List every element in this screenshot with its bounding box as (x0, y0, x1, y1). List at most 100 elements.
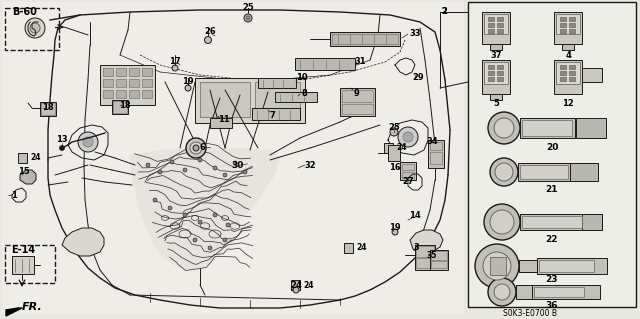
Bar (516, 285, 532, 299)
Circle shape (494, 118, 514, 138)
Text: 20: 20 (546, 144, 558, 152)
Circle shape (193, 238, 197, 242)
Text: 31: 31 (354, 57, 366, 66)
Circle shape (223, 238, 227, 242)
Circle shape (398, 127, 418, 147)
Text: 35: 35 (427, 250, 437, 259)
Bar (142, 90, 152, 98)
Bar (415, 245, 435, 270)
Text: 24: 24 (356, 243, 367, 253)
Circle shape (158, 170, 162, 174)
Text: 25: 25 (242, 4, 254, 12)
Bar (520, 214, 602, 230)
Bar (103, 79, 113, 87)
Text: 30: 30 (232, 160, 244, 169)
Circle shape (488, 112, 520, 144)
Text: 2: 2 (441, 8, 447, 17)
Bar (402, 164, 414, 170)
Bar (560, 17, 566, 21)
Bar (562, 44, 574, 50)
Bar (532, 285, 600, 299)
Text: 27: 27 (402, 177, 414, 187)
Bar (539, 260, 594, 272)
Bar (200, 82, 250, 117)
Text: 16: 16 (389, 164, 401, 173)
Bar (255, 82, 300, 117)
Circle shape (226, 223, 230, 227)
Bar (519, 260, 537, 272)
Circle shape (246, 16, 250, 20)
Circle shape (484, 204, 520, 240)
Bar (569, 71, 575, 75)
Circle shape (390, 128, 398, 136)
Bar (103, 90, 113, 98)
Bar (560, 65, 566, 69)
Circle shape (490, 158, 518, 186)
Bar (490, 94, 502, 100)
Circle shape (233, 161, 237, 165)
Circle shape (213, 213, 217, 217)
Circle shape (403, 132, 413, 142)
Bar (554, 60, 582, 94)
Text: 19: 19 (182, 78, 194, 86)
Bar (430, 250, 448, 270)
Bar (116, 79, 126, 87)
Text: E-14: E-14 (11, 245, 35, 255)
Bar (468, 2, 636, 307)
Bar (488, 65, 494, 69)
Text: 7: 7 (269, 110, 275, 120)
Bar (330, 32, 400, 46)
Text: 26: 26 (204, 27, 216, 36)
Bar (116, 68, 126, 76)
Bar (116, 90, 126, 98)
Circle shape (495, 163, 513, 181)
Text: 2: 2 (441, 8, 447, 17)
Text: 18: 18 (42, 103, 54, 113)
Text: 9: 9 (353, 88, 359, 98)
Text: 4: 4 (565, 50, 571, 60)
Circle shape (190, 142, 202, 154)
Circle shape (25, 18, 45, 38)
Bar (428, 140, 444, 168)
Text: 5: 5 (493, 100, 499, 108)
Circle shape (183, 168, 187, 172)
Circle shape (83, 137, 93, 147)
Polygon shape (130, 148, 280, 270)
Text: 25: 25 (388, 123, 400, 132)
Bar (556, 62, 580, 84)
Bar (560, 29, 566, 33)
Circle shape (223, 173, 227, 177)
Text: 21: 21 (546, 186, 558, 195)
Bar (340, 88, 375, 116)
Text: S0K3-E0700 B: S0K3-E0700 B (503, 308, 557, 317)
Bar (431, 261, 447, 268)
Text: 17: 17 (169, 57, 181, 66)
Bar (103, 68, 113, 76)
Bar (560, 23, 566, 27)
Bar (252, 108, 300, 120)
Text: 24: 24 (396, 144, 406, 152)
Circle shape (185, 85, 191, 91)
Circle shape (172, 65, 178, 71)
Circle shape (168, 206, 172, 210)
Bar (569, 77, 575, 81)
Bar (12, 256, 34, 274)
Circle shape (146, 163, 150, 167)
Text: 6: 6 (199, 143, 205, 152)
Bar (142, 68, 152, 76)
Text: 18: 18 (119, 100, 131, 109)
Bar (129, 68, 139, 76)
Circle shape (244, 14, 252, 22)
Circle shape (213, 166, 217, 170)
Bar (569, 17, 575, 21)
Bar (569, 29, 575, 33)
Polygon shape (62, 228, 104, 256)
Bar (520, 165, 568, 179)
Circle shape (392, 229, 398, 235)
Circle shape (490, 210, 514, 234)
Circle shape (208, 246, 212, 250)
Bar (582, 214, 602, 230)
Bar (569, 65, 575, 69)
Bar (497, 23, 503, 27)
Bar (560, 71, 566, 75)
